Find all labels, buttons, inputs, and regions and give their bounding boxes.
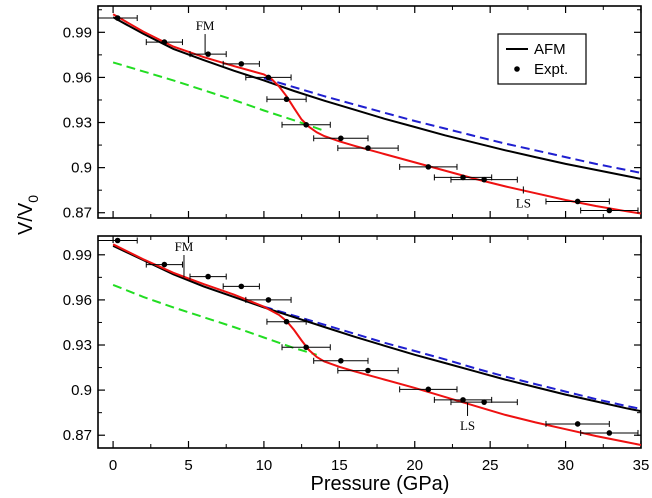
expt-point bbox=[161, 261, 168, 268]
annotation-label: LS bbox=[460, 418, 475, 433]
y-tick-label: 0.96 bbox=[63, 292, 92, 309]
series-afm bbox=[112, 244, 641, 413]
legend-swatch-marker bbox=[514, 66, 520, 72]
expt-point bbox=[303, 344, 309, 351]
expt-point bbox=[338, 135, 344, 142]
y-axis-label: V/V0 bbox=[15, 195, 41, 235]
expt-point bbox=[574, 421, 581, 427]
y-tick-label: 0.93 bbox=[63, 115, 92, 132]
expt-point bbox=[238, 61, 245, 67]
y-tick-label: 0.96 bbox=[63, 69, 92, 86]
y-tick-label: 0.87 bbox=[63, 427, 92, 444]
series-green-dashed bbox=[112, 61, 325, 132]
curves-group bbox=[112, 13, 641, 215]
expt-point bbox=[460, 174, 466, 181]
expt-point bbox=[425, 386, 432, 393]
annotation-label: FM bbox=[196, 18, 215, 33]
series-blue-dashed bbox=[263, 305, 641, 410]
y-axis-label-subscript: 0 bbox=[25, 195, 41, 203]
legend-label: Expt. bbox=[534, 61, 568, 78]
plot-frame bbox=[97, 235, 642, 449]
expt-point bbox=[481, 176, 487, 183]
expt-point bbox=[161, 39, 168, 45]
series-red bbox=[112, 243, 641, 446]
expt-point bbox=[338, 357, 344, 364]
y-tick-label: 0.87 bbox=[63, 205, 92, 222]
expt-point bbox=[365, 145, 371, 151]
series-blue-dashed bbox=[263, 77, 641, 174]
expt-point bbox=[283, 318, 290, 325]
panel-top: 0.87 0.9 0.93 0.96 0.99 FM LS AFM Expt. bbox=[63, 5, 642, 222]
y-tick-label: 0.99 bbox=[63, 24, 92, 41]
series-afm bbox=[112, 16, 641, 180]
expt-point bbox=[365, 367, 371, 374]
x-tick-label: 20 bbox=[406, 457, 423, 474]
legend-label: AFM bbox=[534, 41, 566, 58]
expt-point bbox=[460, 397, 466, 403]
expt-point bbox=[238, 283, 245, 290]
series-green-dashed bbox=[112, 283, 317, 356]
expt-point bbox=[114, 237, 121, 244]
expt-point bbox=[606, 207, 613, 214]
y-tick-label: 0.99 bbox=[63, 247, 92, 264]
legend-box bbox=[497, 33, 587, 85]
curves-group bbox=[112, 243, 641, 446]
x-axis-label: Pressure (GPa) bbox=[311, 473, 450, 495]
expt-point bbox=[265, 297, 272, 303]
x-tick-label: 0 bbox=[109, 457, 117, 474]
plot-frame bbox=[97, 5, 642, 219]
panel-bottom: 0 5 10 15 20 25 30 35 0.87 0.9 0.93 0.96 0.99 FM LS bbox=[63, 235, 650, 474]
x-tick-label: 30 bbox=[557, 457, 574, 474]
x-tick-label: 25 bbox=[482, 457, 499, 474]
series-red bbox=[112, 13, 641, 215]
x-tick-label: 15 bbox=[331, 457, 348, 474]
y-tick-label: 0.93 bbox=[63, 337, 92, 354]
expt-point bbox=[425, 164, 432, 170]
x-tick-label: 5 bbox=[184, 457, 192, 474]
expt-point bbox=[574, 198, 581, 205]
expt-point bbox=[481, 399, 487, 405]
expt-point bbox=[265, 74, 272, 81]
annotation-label: FM bbox=[175, 239, 194, 254]
y-tick-label: 0.9 bbox=[71, 382, 92, 399]
expt-point bbox=[205, 51, 211, 57]
expt-point bbox=[205, 273, 211, 280]
expt-point bbox=[283, 96, 290, 103]
x-tick-label: 10 bbox=[256, 457, 273, 474]
y-axis-label-main: V/V bbox=[15, 202, 37, 235]
expt-point bbox=[606, 430, 613, 436]
x-tick-label: 35 bbox=[633, 457, 650, 474]
annotation-label: LS bbox=[516, 195, 531, 210]
expt-point bbox=[303, 121, 309, 128]
y-tick-label: 0.9 bbox=[71, 160, 92, 177]
expt-point bbox=[114, 15, 121, 21]
